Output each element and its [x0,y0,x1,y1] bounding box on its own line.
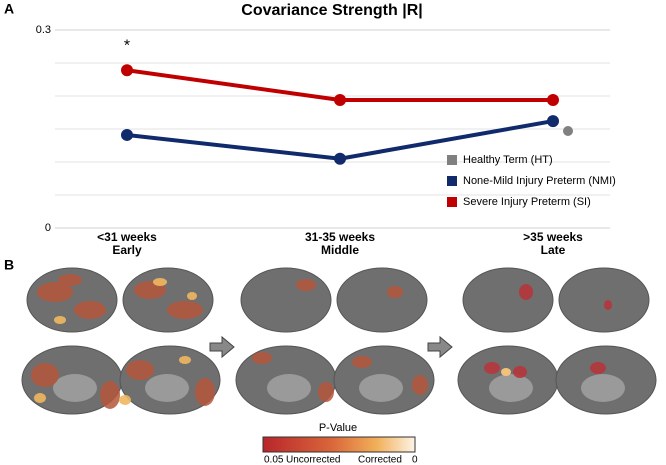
data-point [563,125,573,136]
colorbar-label: Corrected [358,455,402,465]
panel-label: A [4,1,14,17]
data-point [121,64,133,77]
legend-label: Healthy Term (HT) [463,154,553,166]
x-tick-sublabel: Late [541,243,566,257]
legend-swatch [447,197,457,207]
y-tick-label: 0.3 [36,24,51,36]
annotation: * [124,37,130,54]
x-tick-label: >35 weeks [523,230,583,244]
data-point [334,152,346,165]
legend-label: None-Mild Injury Preterm (NMI) [463,175,616,187]
legend-swatch [447,176,457,186]
x-tick-sublabel: Middle [321,243,359,257]
colorbar [262,436,416,453]
panel-label: B [4,257,14,273]
x-tick-label: <31 weeks [97,230,157,244]
brain-images [21,267,657,415]
x-tick-label: 31-35 weeks [305,230,375,244]
colorbar-label: 0.05 [264,455,284,465]
colorbar-label: Uncorrected [286,455,340,465]
colorbar-label: 0 [412,455,418,465]
x-tick-sublabel: Early [112,243,142,257]
chart-title: Covariance Strength |R| [241,2,422,19]
data-point [334,93,346,106]
colorbar-title: P-Value [319,422,357,434]
legend-label: Severe Injury Preterm (SI) [463,196,591,208]
y-tick-label: 0 [45,222,51,234]
data-point [547,115,559,128]
data-point [121,128,133,141]
legend-swatch [447,155,457,165]
data-point [547,93,559,106]
